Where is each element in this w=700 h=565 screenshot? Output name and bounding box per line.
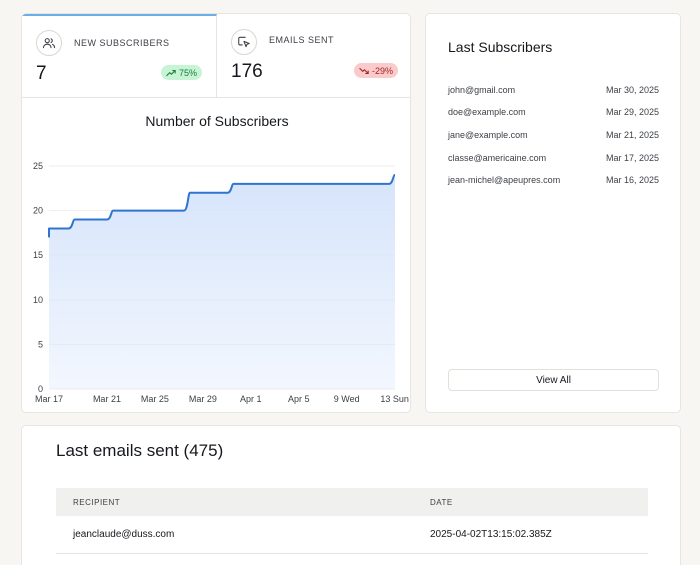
last-emails-card: Last emails sent (475) RECIPIENT DATE je… (21, 425, 681, 565)
new-subscribers-change-badge: 75% (160, 65, 202, 80)
subscriber-date: Mar 16, 2025 (605, 175, 659, 185)
subscriber-email: john@gmail.com (448, 85, 516, 95)
new-subscribers-value: 7 (36, 63, 47, 84)
emails-sent-value: 176 (231, 61, 263, 82)
emails-sent-change: -29% (371, 65, 393, 76)
x-tick-label: Mar 29 (189, 394, 217, 404)
date-cell: 2025-04-02T13:15:02.385Z (413, 516, 648, 554)
x-tick-label: Apr 1 (240, 394, 262, 404)
recipient-cell: jeanclaude@duss.com (56, 516, 413, 554)
subscriber-email: doe@example.com (448, 107, 526, 117)
x-tick-label: Mar 25 (141, 394, 169, 404)
recipient-cell (56, 553, 413, 565)
subscriber-email: classe@americaine.com (448, 153, 547, 163)
column-header-date[interactable]: DATE (430, 497, 453, 507)
last-emails-title: Last emails sent (475) (56, 441, 224, 460)
table-row[interactable] (56, 553, 648, 565)
subscriber-row[interactable]: doe@example.com Mar 29, 2025 (448, 105, 659, 119)
y-tick-label: 25 (33, 161, 43, 171)
emails-table: RECIPIENT DATE jeanclaude@duss.com 2025-… (56, 488, 648, 565)
x-tick-label: Mar 17 (35, 394, 63, 404)
emails-sent-label: EMAILS SENT (269, 35, 335, 45)
x-tick-label: 13 Sun (380, 394, 409, 404)
table-header-row: RECIPIENT DATE (56, 488, 648, 516)
x-tick-label: 9 Wed (334, 394, 360, 404)
view-all-button[interactable]: View All (448, 369, 659, 391)
subscriber-row[interactable]: john@gmail.com Mar 30, 2025 (448, 83, 659, 97)
new-subscribers-tile[interactable]: NEW SUBSCRIBERS 7 75% (22, 14, 217, 98)
x-tick-label: Mar 21 (93, 394, 121, 404)
subscriber-date: Mar 30, 2025 (605, 85, 659, 95)
subscriber-date: Mar 17, 2025 (605, 153, 659, 163)
subscriber-row[interactable]: jane@example.com Mar 21, 2025 (448, 128, 659, 142)
subscriber-date: Mar 21, 2025 (605, 130, 659, 140)
cursor-click-icon (231, 29, 257, 55)
column-header-recipient[interactable]: RECIPIENT (73, 497, 121, 507)
subscriber-row[interactable]: jean-michel@apeupres.com Mar 16, 2025 (448, 173, 659, 187)
y-tick-label: 10 (33, 295, 43, 305)
y-tick-label: 15 (33, 250, 43, 260)
subscriber-date: Mar 29, 2025 (605, 107, 659, 117)
last-subscribers-title: Last Subscribers (448, 39, 553, 55)
trend-down-icon (359, 67, 369, 74)
chart-title: Number of Subscribers (145, 113, 289, 129)
x-tick-label: Apr 5 (288, 394, 310, 404)
y-tick-label: 20 (33, 206, 43, 216)
stats-card: NEW SUBSCRIBERS 7 75% EMAILS SENT 176 -2… (21, 13, 411, 413)
emails-sent-tile[interactable]: EMAILS SENT 176 -29% (217, 14, 410, 98)
new-subscribers-change: 75% (178, 67, 197, 78)
subscribers-chart: 0 5 10 15 20 25 Mar 17 Mar 21 Mar 25 Mar 29 Apr 1 A… (33, 161, 409, 404)
y-tick-label: 0 (38, 384, 43, 394)
subscriber-email: jane@example.com (448, 130, 528, 140)
subscribers-line (48, 173, 396, 238)
date-cell (413, 553, 648, 565)
y-tick-label: 5 (38, 339, 43, 349)
subscribers-area (49, 174, 395, 389)
table-row[interactable]: jeanclaude@duss.com 2025-04-02T13:15:02.… (56, 516, 648, 554)
trend-up-icon (166, 69, 176, 76)
subscriber-email: jean-michel@apeupres.com (448, 175, 561, 185)
subscriber-row[interactable]: classe@americaine.com Mar 17, 2025 (448, 151, 659, 165)
last-subscribers-card: Last Subscribers john@gmail.com Mar 30, … (425, 13, 681, 413)
new-subscribers-label: NEW SUBSCRIBERS (74, 38, 170, 48)
emails-sent-change-badge: -29% (353, 63, 398, 78)
users-icon (36, 30, 62, 56)
